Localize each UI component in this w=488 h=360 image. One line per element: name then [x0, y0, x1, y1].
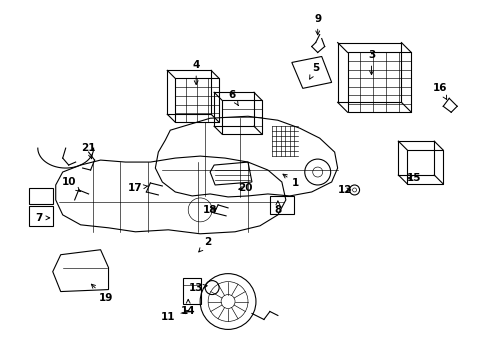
Text: 4: 4 — [192, 60, 200, 85]
Text: 16: 16 — [432, 84, 447, 99]
Text: 7: 7 — [35, 213, 50, 223]
Bar — [29, 206, 53, 226]
Bar — [407, 150, 442, 184]
Text: 17: 17 — [128, 183, 148, 193]
Text: 1: 1 — [283, 174, 299, 188]
Text: 3: 3 — [367, 50, 374, 75]
Text: 19: 19 — [91, 284, 113, 302]
Bar — [347, 53, 410, 112]
Text: 21: 21 — [81, 143, 96, 159]
Text: 15: 15 — [406, 173, 421, 183]
Bar — [29, 188, 53, 204]
Bar — [222, 100, 262, 134]
Text: 10: 10 — [61, 177, 80, 192]
Bar — [183, 278, 201, 303]
Text: 18: 18 — [203, 205, 217, 215]
Bar — [175, 78, 219, 122]
Text: 11: 11 — [161, 310, 188, 323]
Text: 9: 9 — [313, 14, 321, 35]
Text: 6: 6 — [228, 90, 238, 105]
Text: 12: 12 — [337, 185, 351, 195]
Text: 8: 8 — [274, 201, 281, 215]
Text: 14: 14 — [181, 299, 195, 316]
Text: 5: 5 — [309, 63, 319, 79]
Bar — [269, 196, 293, 214]
Text: 2: 2 — [198, 237, 211, 252]
Text: 13: 13 — [188, 283, 207, 293]
Text: 20: 20 — [237, 183, 252, 193]
